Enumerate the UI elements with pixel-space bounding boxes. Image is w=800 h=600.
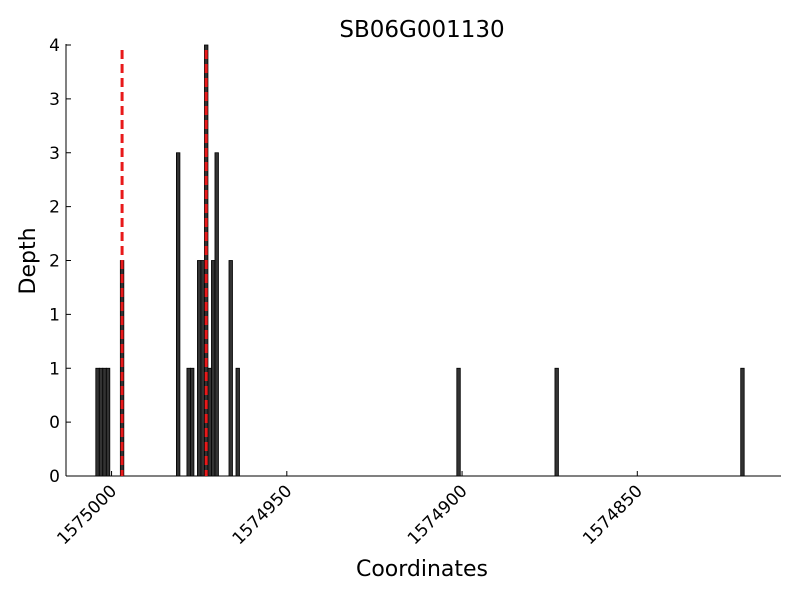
x-axis-label: Coordinates <box>356 557 488 582</box>
bar <box>98 367 104 477</box>
bar <box>235 367 240 477</box>
bar <box>740 367 745 477</box>
bar <box>200 260 205 477</box>
bar <box>228 260 233 477</box>
y-tick-label: 2 <box>49 198 60 218</box>
chart-title: SB06G001130 <box>339 17 504 43</box>
bar <box>105 367 111 477</box>
bar <box>197 260 202 477</box>
bar <box>207 367 212 477</box>
y-axis-label: Depth <box>16 227 41 294</box>
y-tick-label: 1 <box>49 359 60 379</box>
bar <box>190 367 195 477</box>
y-tick-label: 3 <box>49 144 60 164</box>
bar <box>102 367 107 477</box>
y-tick-label: 3 <box>49 90 60 110</box>
y-tick-label: 2 <box>49 252 60 272</box>
x-tick-label: 1574950 <box>229 481 297 549</box>
y-tick-label: 0 <box>49 413 60 433</box>
bar <box>176 152 181 477</box>
bar <box>554 367 559 477</box>
bar <box>214 152 219 477</box>
y-tick-label: 0 <box>49 467 60 487</box>
bar <box>211 260 216 477</box>
bar <box>456 367 461 477</box>
x-tick-label: 1574850 <box>579 481 647 549</box>
bar <box>95 367 100 477</box>
x-tick-label: 1575000 <box>53 481 121 549</box>
y-tick-label: 1 <box>49 305 60 325</box>
x-tick-label: 1574900 <box>404 481 472 549</box>
bar <box>186 367 191 477</box>
y-tick-label: 4 <box>49 36 60 56</box>
